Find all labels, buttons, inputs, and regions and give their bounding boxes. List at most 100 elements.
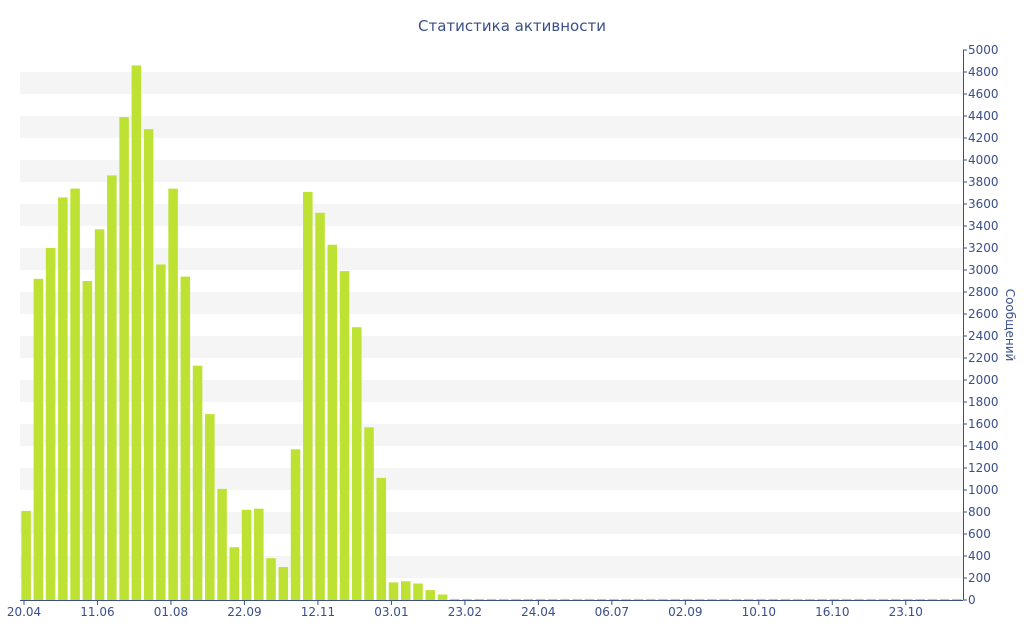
y-axis-label: Сообщений [1003,289,1017,362]
y-tick-label: 4800 [968,65,999,79]
y-tick-label: 4400 [968,109,999,123]
y-tick-label: 1000 [968,483,999,497]
x-tick-label: 06.07 [595,605,629,619]
grid-band [20,116,963,138]
bar [168,188,178,600]
bar [694,598,705,600]
bar [915,598,925,600]
bar [82,281,93,600]
bar [719,598,729,600]
bar [498,598,509,600]
bar [45,248,56,600]
bar [596,598,607,600]
y-tick-label: 2200 [968,351,999,365]
bar [70,188,80,600]
y-axis-ticks: 0 200 400 600 800 1000 1200 1400 1600 1800 2000 220… [963,43,999,607]
bar [449,598,460,600]
y-tick-label: 3800 [968,175,999,189]
x-tick-label: 12.11 [301,605,335,619]
bar [682,598,693,600]
bars-group [21,65,962,601]
bar [156,264,166,600]
bar [229,547,240,600]
bar [535,598,546,600]
bar [107,175,117,600]
y-tick-label: 2800 [968,285,999,299]
bar [952,598,962,600]
x-tick-label: 23.10 [889,605,923,619]
bar [841,598,852,600]
grid-band [20,72,963,94]
bar [58,197,68,600]
bar [866,598,876,600]
x-tick-label: 10.10 [742,605,776,619]
y-tick-label: 1200 [968,461,999,475]
grid-band [20,292,963,314]
y-tick-label: 4200 [968,131,999,145]
bar [401,581,411,600]
y-tick-label: 200 [968,571,991,585]
y-tick-label: 3200 [968,241,999,255]
bar [254,508,264,600]
x-tick-label: 02.09 [668,605,702,619]
bar [609,598,619,600]
bar [854,598,864,600]
y-tick-label: 1600 [968,417,999,431]
y-tick-label: 3000 [968,263,999,277]
bar [413,583,423,600]
bar [633,598,644,600]
bar [560,598,570,600]
y-tick-label: 4600 [968,87,999,101]
bar [462,598,472,600]
y-tick-label: 3400 [968,219,999,233]
bar [33,278,44,600]
bar [474,598,485,600]
x-tick-label: 16.10 [815,605,849,619]
x-tick-label: 20.04 [7,605,41,619]
bar [878,598,889,600]
grid-band [20,380,963,402]
y-tick-label: 4000 [968,153,999,167]
bar [903,598,913,600]
bar [180,276,191,600]
x-tick-label: 24.04 [521,605,555,619]
bar [290,449,301,600]
bar [939,598,950,600]
bar [670,598,680,600]
bar [731,598,742,600]
bar [743,598,754,600]
y-tick-label: 2400 [968,329,999,343]
bar [143,129,154,600]
bar [584,598,595,600]
x-axis-ticks: 20.04 11.06 01.08 22.09 12.11 03.01 23.02 24.04… [7,600,923,619]
y-tick-label: 2600 [968,307,999,321]
x-tick-label: 01.08 [154,605,188,619]
bar [327,244,338,600]
bar [94,229,105,601]
y-tick-label: 800 [968,505,991,519]
grid-bands [20,72,963,578]
bar [658,598,668,600]
bar [511,598,521,600]
grid-band [20,468,963,490]
bar [645,598,656,600]
y-tick-label: 1400 [968,439,999,453]
bar [364,427,374,600]
x-tick-label: 22.09 [227,605,261,619]
bar [131,65,142,600]
chart-title: Статистика активности [418,17,606,35]
x-tick-label: 11.06 [80,605,114,619]
bar [768,598,778,600]
grid-band [20,204,963,226]
bar [241,509,252,600]
y-tick-label: 5000 [968,43,999,57]
axes [20,50,964,601]
bar [315,212,325,601]
bar [388,582,399,600]
bar [621,598,631,600]
x-tick-label: 23.02 [448,605,482,619]
grid-band [20,160,963,182]
bar [192,365,203,600]
